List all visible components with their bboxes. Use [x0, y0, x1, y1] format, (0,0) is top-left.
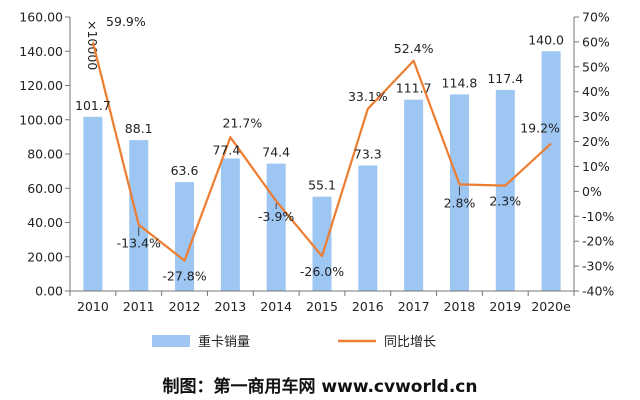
right-tick-label: 40% [582, 84, 610, 99]
left-tick-label: 20.00 [27, 249, 63, 264]
bar-2015 [312, 196, 332, 291]
legend-line-label: 同比增长 [384, 335, 436, 350]
legend: 重卡销量 同比增长 [152, 334, 436, 350]
x-tick-label-2010: 2010 [77, 299, 109, 314]
left-tick-label: 140.00 [19, 44, 63, 59]
right-tick-label: 70% [582, 10, 610, 25]
left-tick-label: 40.00 [27, 215, 63, 230]
growth-label-2015: -26.0% [300, 264, 344, 279]
left-tick-label: 120.00 [19, 78, 63, 93]
growth-label-2018: 2.8% [444, 195, 476, 210]
right-tick-label: -10% [582, 209, 614, 224]
left-tick-label: 80.00 [27, 147, 63, 162]
growth-line [91, 41, 552, 262]
right-tick-label: -30% [582, 259, 614, 274]
right-tick-label: 20% [582, 134, 610, 149]
growth-label-2012: -27.8% [162, 269, 206, 284]
right-tick-label: -20% [582, 234, 614, 249]
right-tick-label: 10% [582, 159, 610, 174]
bar-2016 [358, 165, 378, 291]
growth-label-2011: -13.4% [117, 236, 161, 251]
growth-label-2010: 59.9% [106, 14, 146, 29]
bar-2011 [129, 140, 149, 291]
x-tick-label-2019: 2019 [489, 299, 521, 314]
right-tick-label: 30% [582, 109, 610, 124]
bar-2012 [175, 182, 195, 291]
x-tick-label-2017: 2017 [398, 299, 430, 314]
x-tick-label-2020e: 2020e [531, 299, 571, 314]
line-series [91, 41, 552, 262]
right-tick-label: 50% [582, 59, 610, 74]
growth-label-2020e: 19.2% [520, 121, 560, 136]
growth-label-2014: -3.9% [258, 209, 294, 224]
bar-value-label-2015: 55.1 [308, 178, 336, 193]
growth-label-2013: 21.7% [223, 115, 263, 130]
x-tick-label-2013: 2013 [214, 299, 246, 314]
bar-value-label-2014: 74.4 [262, 145, 290, 160]
axes: 0.00 20.00 40.00 60.00 80.00 100.00 120.00 140.… [19, 10, 614, 315]
legend-bar-label: 重卡销量 [198, 334, 250, 350]
right-tick-label: 0% [582, 184, 602, 199]
legend-bar-swatch [152, 335, 190, 347]
chart-caption: 制图：第一商用车网 www.cvworld.cn [162, 377, 478, 397]
x-tick-label-2011: 2011 [123, 299, 155, 314]
bar-value-label-2016: 73.3 [354, 146, 382, 161]
bar-value-label-2018: 114.8 [442, 75, 478, 90]
bar-2017 [404, 99, 424, 292]
bar-2010 [83, 116, 103, 292]
bar-value-label-2010: 101.7 [75, 98, 111, 113]
x-tick-label-2015: 2015 [306, 299, 338, 314]
bar-2020e [541, 51, 561, 291]
bar-value-label-2013: 77.4 [212, 142, 240, 157]
growth-label-2017: 52.4% [394, 41, 434, 56]
bar-2013 [220, 158, 240, 291]
bar-value-label-2017: 111.7 [396, 81, 432, 96]
right-tick-label: -40% [582, 284, 614, 299]
left-tick-label: 60.00 [27, 181, 63, 196]
left-tick-label: 100.00 [19, 112, 63, 127]
x-tick-label-2012: 2012 [169, 299, 201, 314]
bar-value-label-2011: 88.1 [125, 121, 153, 136]
x-tick-label-2016: 2016 [352, 299, 384, 314]
growth-label-2016: 33.1% [348, 89, 388, 104]
bar-value-label-2019: 117.4 [487, 71, 523, 86]
x-tick-label-2018: 2018 [444, 299, 476, 314]
left-tick-label: 0.00 [35, 284, 63, 299]
data-labels: 101.7 88.1 63.6 77.4 74.4 55.1 73.3 111.7 114.8 1… [75, 14, 564, 283]
right-tick-label: 60% [582, 34, 610, 49]
bar-2014 [266, 163, 286, 291]
bar-value-label-2020e: 140.0 [528, 32, 564, 47]
growth-label-2019: 2.3% [489, 194, 521, 209]
x-tick-label-2014: 2014 [260, 299, 292, 314]
left-tick-label: 160.00 [19, 10, 63, 25]
bar-2019 [495, 89, 515, 291]
bar-value-label-2012: 63.6 [171, 163, 199, 178]
